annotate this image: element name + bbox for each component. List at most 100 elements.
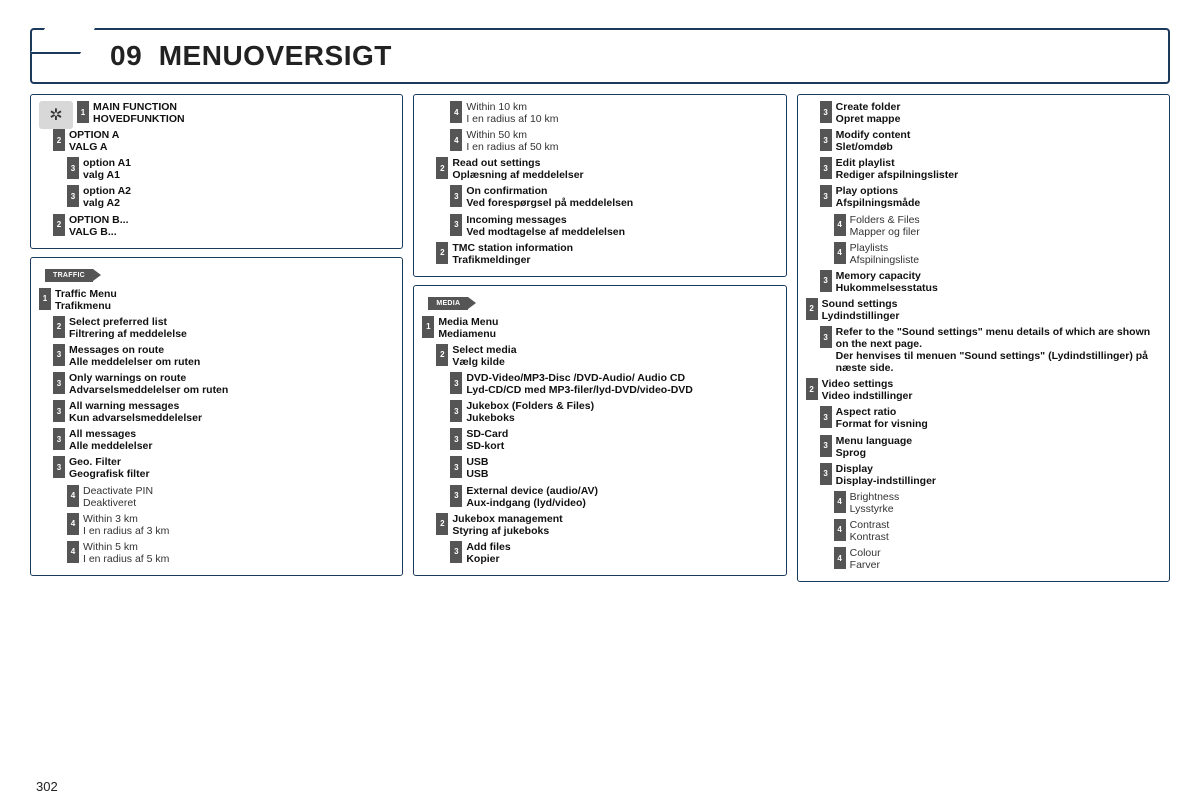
item-line-primary: USB [466,456,777,468]
item-line-primary: Video settings [822,378,1161,390]
item-line-primary: Jukebox management [452,513,777,525]
menu-item: 3Add filesKopier [450,541,777,565]
menu-item: 3DVD-Video/MP3-Disc /DVD-Audio/ Audio CD… [450,372,777,396]
item-line-primary: Play options [836,185,1161,197]
item-line-secondary: Trafikmeldinger [452,254,777,266]
panel: ✲1MAIN FUNCTIONHOVEDFUNKTION2OPTION AVAL… [30,94,403,249]
item-line-primary: DVD-Video/MP3-Disc /DVD-Audio/ Audio CD [466,372,777,384]
level-badge: 3 [450,185,462,207]
item-text: Create folderOpret mappe [836,101,1161,125]
menu-item: 3Play optionsAfspilningsmåde [820,185,1161,209]
level-badge: 3 [820,157,832,179]
item-line-primary: Traffic Menu [55,288,394,300]
level-badge: 3 [820,101,832,123]
item-line-primary: Create folder [836,101,1161,113]
item-line-secondary: valg A2 [83,197,394,209]
item-text: Aspect ratioFormat for visning [836,406,1161,430]
level-badge: 3 [450,400,462,422]
menu-item: 4 PlaylistsAfspilningsliste [834,242,1161,266]
item-line-primary: Read out settings [452,157,777,169]
item-text: On confirmationVed forespørgsel på medde… [466,185,777,209]
item-line-secondary: HOVEDFUNKTION [93,113,394,125]
item-line-primary: Select media [452,344,777,356]
item-line-secondary: Filtrering af meddelelse [69,328,394,340]
menu-item: 3Edit playlistRediger afspilningslister [820,157,1161,181]
item-line-primary: Deactivate PIN [83,485,394,497]
item-line-secondary: Mapper og filer [850,226,1161,238]
item-line-primary: Playlists [850,242,1161,254]
section-tab: MEDIA [428,297,468,310]
menu-item: 4Within 3 kmI en radius af 3 km [67,513,394,537]
level-badge: 4 [834,491,846,513]
item-text: Play optionsAfspilningsmåde [836,185,1161,209]
item-line-primary: Within 3 km [83,513,394,525]
level-badge: 4 [834,214,846,236]
item-text: Within 50 kmI en radius af 50 km [466,129,777,153]
item-line-secondary: Alle meddelelser [69,440,394,452]
level-badge: 2 [806,378,818,400]
item-line-secondary: Rediger afspilningslister [836,169,1161,181]
menu-item: 3Modify contentSlet/omdøb [820,129,1161,153]
menu-item: 3Jukebox (Folders & Files)Jukeboks [450,400,777,424]
item-line-primary: Edit playlist [836,157,1161,169]
level-badge: 1 [39,288,51,310]
item-line-primary: Only warnings on route [69,372,394,384]
level-badge: 3 [67,185,79,207]
item-text: Video settingsVideo indstillinger [822,378,1161,402]
item-line-secondary: Afspilningsliste [850,254,1161,266]
menu-item: 3Incoming messagesVed modtagelse af medd… [450,214,777,238]
column: 4Within 10 kmI en radius af 10 km4Within… [413,94,786,582]
item-line-primary: Folders & Files [850,214,1161,226]
item-line-secondary: Video indstillinger [822,390,1161,402]
item-line-primary: MAIN FUNCTION [93,101,394,113]
level-badge: 3 [450,214,462,236]
item-text: ColourFarver [850,547,1161,571]
item-line-secondary: Alle meddelelser om ruten [69,356,394,368]
item-line-secondary: Oplæsning af meddelelser [452,169,777,181]
item-text: Menu languageSprog [836,435,1161,459]
item-line-secondary: VALG B... [69,226,394,238]
item-text: OPTION AVALG A [69,129,394,153]
item-line-primary: Refer to the "Sound settings" menu detai… [836,326,1161,350]
item-line-secondary: VALG A [69,141,394,153]
menu-item: 1MAIN FUNCTIONHOVEDFUNKTION [77,101,394,125]
level-badge: 4 [67,541,79,563]
item-text: Refer to the "Sound settings" menu detai… [836,326,1161,374]
item-line-secondary: I en radius af 50 km [466,141,777,153]
item-line-primary: Sound settings [822,298,1161,310]
item-text: MAIN FUNCTIONHOVEDFUNKTION [93,101,394,125]
item-line-primary: OPTION A [69,129,394,141]
item-line-secondary: Opret mappe [836,113,1161,125]
level-badge: 3 [53,344,65,366]
menu-item: 3option A2valg A2 [67,185,394,209]
item-line-primary: Memory capacity [836,270,1161,282]
level-badge: 4 [834,242,846,264]
menu-item: 4BrightnessLysstyrke [834,491,1161,515]
menu-item: 3Only warnings on routeAdvarselsmeddelel… [53,372,394,396]
level-badge: 4 [450,101,462,123]
panel-top-row: ✲1MAIN FUNCTIONHOVEDFUNKTION [39,101,394,129]
level-badge: 3 [67,157,79,179]
item-line-secondary: Trafikmenu [55,300,394,312]
item-text: Within 3 kmI en radius af 3 km [83,513,394,537]
item-text: All warning messagesKun advarselsmeddele… [69,400,394,424]
item-text: Edit playlistRediger afspilningslister [836,157,1161,181]
level-badge: 3 [450,485,462,507]
menu-item: 3SD-CardSD-kort [450,428,777,452]
item-line-secondary: I en radius af 3 km [83,525,394,537]
item-line-primary: Aspect ratio [836,406,1161,418]
item-text: DisplayDisplay-indstillinger [836,463,1161,487]
item-line-secondary: Lydindstillinger [822,310,1161,322]
item-line-secondary: Ved modtagelse af meddelelsen [466,226,777,238]
menu-item: 3Geo. FilterGeografisk filter [53,456,394,480]
level-badge: 3 [450,541,462,563]
item-text: Incoming messagesVed modtagelse af medde… [466,214,777,238]
menu-item: 4ColourFarver [834,547,1161,571]
item-line-primary: Colour [850,547,1161,559]
item-line-secondary: Kopier [466,553,777,565]
item-text: Geo. FilterGeografisk filter [69,456,394,480]
item-text: Jukebox managementStyring af jukeboks [452,513,777,537]
item-line-primary: Display [836,463,1161,475]
item-line-primary: On confirmation [466,185,777,197]
level-badge: 2 [53,129,65,151]
